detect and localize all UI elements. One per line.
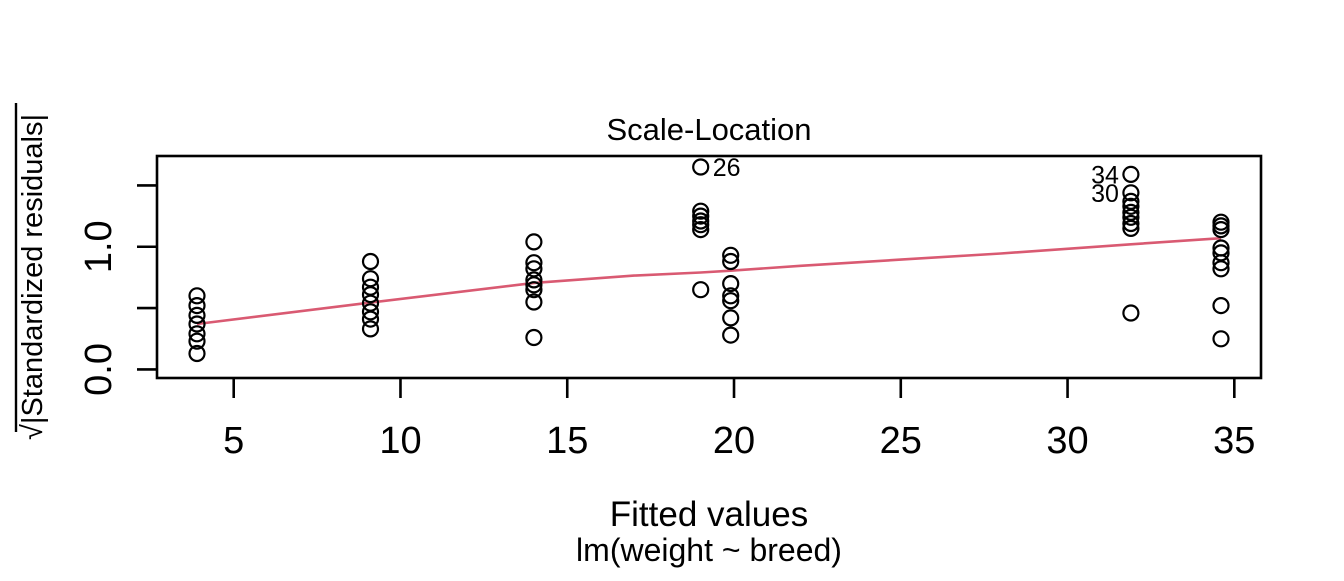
data-point bbox=[692, 207, 710, 225]
data-point bbox=[525, 276, 543, 294]
data-point bbox=[692, 281, 710, 299]
data-point bbox=[1212, 260, 1230, 278]
data-point bbox=[1122, 184, 1140, 202]
x-tick-label: 15 bbox=[546, 420, 588, 462]
data-point bbox=[361, 320, 380, 338]
point-label: 30 bbox=[1091, 180, 1119, 208]
data-point bbox=[1122, 208, 1140, 226]
data-point bbox=[361, 310, 380, 328]
model-label: lm(weight ~ breed) bbox=[576, 532, 842, 568]
data-point bbox=[1122, 219, 1140, 237]
data-point bbox=[1212, 297, 1230, 315]
data-point bbox=[722, 287, 740, 305]
data-point bbox=[525, 281, 543, 299]
x-axis-label: Fitted values bbox=[610, 495, 808, 534]
data-point bbox=[692, 216, 710, 234]
x-tick-label: 5 bbox=[223, 420, 244, 462]
data-point bbox=[722, 246, 740, 264]
smooth-line bbox=[196, 236, 1222, 326]
data-point bbox=[525, 254, 543, 272]
data-point bbox=[1212, 221, 1230, 239]
x-tick-label: 10 bbox=[379, 420, 421, 462]
x-tick-label: 20 bbox=[713, 420, 755, 462]
data-point bbox=[692, 221, 710, 239]
data-point bbox=[692, 202, 710, 220]
data-point bbox=[361, 252, 380, 271]
data-point bbox=[188, 325, 206, 343]
data-point bbox=[525, 271, 543, 289]
data-point bbox=[1122, 165, 1140, 183]
data-point bbox=[722, 326, 740, 344]
data-point bbox=[722, 252, 740, 271]
data-point bbox=[188, 344, 206, 363]
y-tick-label: 0.0 bbox=[78, 343, 120, 396]
x-axis: 5 10 15 20 25 30 35 bbox=[223, 378, 1255, 462]
data-point bbox=[188, 306, 206, 324]
data-point bbox=[188, 315, 206, 333]
point-label: 34 bbox=[1091, 161, 1119, 189]
data-point bbox=[361, 286, 380, 304]
point-label: 26 bbox=[713, 154, 741, 182]
data-point bbox=[1212, 330, 1230, 348]
data-point bbox=[361, 303, 380, 321]
y-tick-label: 1.0 bbox=[78, 220, 120, 273]
plot-title: Scale-Location bbox=[606, 112, 811, 147]
data-point bbox=[722, 275, 740, 293]
y-axis: 0.0 1.0 bbox=[78, 184, 157, 396]
data-point bbox=[692, 158, 710, 176]
data-points bbox=[188, 158, 1230, 363]
x-tick-label: 25 bbox=[880, 420, 922, 462]
data-point bbox=[188, 287, 206, 305]
data-point bbox=[1122, 304, 1140, 322]
x-tick-label: 35 bbox=[1213, 420, 1255, 462]
data-point bbox=[1212, 254, 1230, 272]
data-point bbox=[188, 297, 206, 315]
data-point bbox=[1122, 197, 1140, 215]
data-point bbox=[188, 332, 206, 350]
data-point bbox=[722, 309, 740, 327]
x-tick-label: 30 bbox=[1046, 420, 1088, 462]
data-point bbox=[525, 293, 543, 311]
y-axis-label: √|Standardized residuals| bbox=[17, 114, 49, 440]
data-point bbox=[525, 233, 543, 251]
data-point bbox=[722, 292, 740, 310]
data-point bbox=[525, 328, 543, 347]
plot-frame bbox=[155, 154, 1263, 380]
data-point bbox=[1122, 214, 1140, 233]
